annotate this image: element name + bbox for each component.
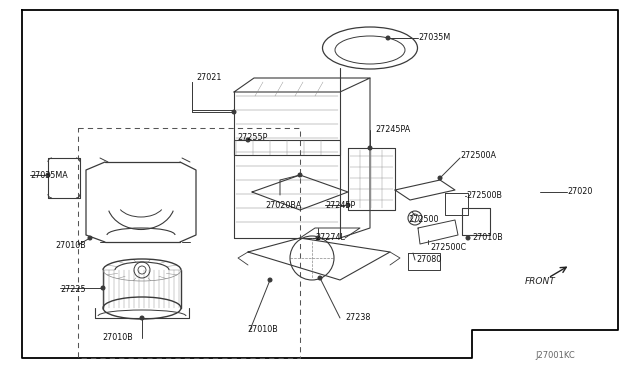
Circle shape: [101, 286, 105, 290]
Circle shape: [246, 138, 250, 142]
Text: 27245P: 27245P: [325, 201, 355, 209]
Circle shape: [232, 110, 236, 114]
Text: 27080: 27080: [416, 256, 441, 264]
Text: 272500B: 272500B: [466, 192, 502, 201]
Text: 27238: 27238: [345, 314, 371, 323]
Circle shape: [88, 236, 92, 240]
Text: 27035MA: 27035MA: [30, 170, 68, 180]
Circle shape: [46, 173, 50, 177]
Text: 272500C: 272500C: [430, 244, 466, 253]
Text: 27020BA: 27020BA: [265, 201, 301, 209]
Text: J27001KC: J27001KC: [535, 350, 575, 359]
Circle shape: [386, 36, 390, 40]
Text: 27225: 27225: [60, 285, 86, 295]
Text: 272500A: 272500A: [460, 151, 496, 160]
Circle shape: [140, 316, 144, 320]
Text: 27010B: 27010B: [102, 334, 132, 343]
Circle shape: [316, 236, 320, 240]
Text: 27035M: 27035M: [418, 33, 451, 42]
Text: 27255P: 27255P: [237, 134, 268, 142]
Text: 27010B: 27010B: [55, 241, 86, 250]
Circle shape: [268, 278, 272, 282]
Text: 27010B: 27010B: [472, 234, 503, 243]
Text: 272500: 272500: [408, 215, 438, 224]
Circle shape: [298, 173, 302, 177]
Text: 27010B: 27010B: [247, 326, 278, 334]
Text: 27274L: 27274L: [315, 234, 345, 243]
Circle shape: [466, 236, 470, 240]
Circle shape: [346, 203, 350, 207]
Circle shape: [318, 276, 322, 280]
Text: 27245PA: 27245PA: [375, 125, 410, 135]
Text: FRONT: FRONT: [525, 278, 556, 286]
Circle shape: [438, 176, 442, 180]
Text: 27020: 27020: [567, 187, 593, 196]
Text: 27021: 27021: [196, 74, 221, 83]
Circle shape: [368, 146, 372, 150]
